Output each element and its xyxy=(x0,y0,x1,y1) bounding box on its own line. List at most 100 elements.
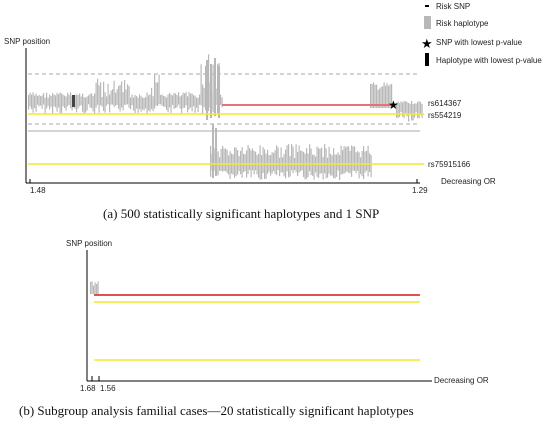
haplotype-bar xyxy=(403,101,405,119)
haplotype-bar xyxy=(94,282,96,294)
haplotype-bar xyxy=(121,81,123,108)
haplotype-bar xyxy=(420,102,422,115)
haplotype-bar xyxy=(155,82,157,106)
haplotype-bar xyxy=(130,97,132,110)
haplotype-bar xyxy=(337,152,339,171)
haplotype-bar xyxy=(364,151,366,173)
panel-b-x-tick-1: 1.68 xyxy=(80,384,96,393)
haplotype-bar xyxy=(68,94,70,105)
haplotype-bar xyxy=(291,144,293,171)
haplotype-bar xyxy=(28,94,30,110)
haplotype-bar xyxy=(70,92,72,109)
haplotype-bar xyxy=(139,94,141,109)
haplotype-bar xyxy=(212,124,214,178)
haplotype-bar xyxy=(405,101,407,113)
haplotype-bar xyxy=(421,103,423,118)
haplotype-bar xyxy=(107,83,109,105)
panel-a-x-tick-1: 1.48 xyxy=(30,186,46,195)
haplotype-bar xyxy=(271,152,273,174)
haplotype-bar xyxy=(324,144,326,174)
haplotype-bar xyxy=(220,94,222,105)
haplotype-bar xyxy=(116,89,118,105)
haplotype-bar xyxy=(322,156,324,180)
haplotype-bar xyxy=(412,103,414,121)
haplotype-bar xyxy=(292,146,294,173)
haplotype-bar xyxy=(137,97,139,113)
haplotype-bar xyxy=(298,145,300,173)
haplotype-bar xyxy=(243,153,245,173)
haplotype-bar xyxy=(92,96,94,112)
haplotype-bar xyxy=(181,95,183,114)
haplotype-bar xyxy=(328,146,330,174)
haplotype-bar xyxy=(309,144,311,172)
haplotype-bar xyxy=(244,154,246,172)
haplotype-bar xyxy=(194,95,196,113)
haplotype-bar xyxy=(280,147,282,173)
haplotype-bar xyxy=(313,154,315,180)
haplotype-bar xyxy=(53,94,55,107)
haplotype-bar xyxy=(388,85,390,108)
haplotype-bar xyxy=(32,92,34,113)
haplotype-bar xyxy=(226,149,228,174)
haplotype-bar xyxy=(346,146,348,172)
haplotype-bar xyxy=(82,93,84,112)
haplotype-bar xyxy=(140,96,142,112)
haplotype-bar xyxy=(205,65,207,111)
star-icon: ★ xyxy=(421,37,433,52)
haplotype-bar xyxy=(185,92,187,106)
haplotype-bar xyxy=(143,97,145,111)
haplotype-bar xyxy=(203,87,205,108)
haplotype-bar xyxy=(76,94,78,113)
haplotype-bar xyxy=(282,157,284,173)
panel-a-haplotypes xyxy=(28,54,423,180)
haplotype-bar xyxy=(234,147,236,178)
panel-b: SNP position 1.68 1.56 Decreasing OR (b)… xyxy=(19,239,489,418)
haplotype-bar xyxy=(110,90,112,105)
panel-a-ylabel: SNP position xyxy=(4,37,50,46)
haplotype-bar xyxy=(307,153,309,178)
haplotype-bar xyxy=(235,147,237,177)
haplotype-bar xyxy=(161,94,163,106)
panel-b-x-tick-2: 1.56 xyxy=(100,384,116,393)
haplotype-bar xyxy=(358,152,360,179)
haplotype-bar xyxy=(122,92,124,111)
haplotype-bar xyxy=(382,86,384,108)
haplotype-bar xyxy=(128,85,130,108)
haplotype-bar xyxy=(98,85,100,113)
haplotype-bar xyxy=(357,151,359,171)
haplotype-bar xyxy=(37,95,39,105)
haplotype-bar xyxy=(259,145,261,180)
haplotype-bar xyxy=(208,54,210,112)
haplotype-bar xyxy=(327,157,329,178)
panel-a-xlabel: Decreasing OR xyxy=(441,177,496,186)
haplotype-bar xyxy=(304,153,306,180)
haplotype-bar xyxy=(179,96,181,109)
haplotype-bar xyxy=(199,94,201,105)
black-bar-icon xyxy=(425,53,429,66)
haplotype-bar xyxy=(217,64,219,114)
haplotype-bar xyxy=(265,153,267,179)
haplotype-bar xyxy=(391,83,393,108)
haplotype-bar xyxy=(175,93,177,109)
haplotype-bar xyxy=(370,83,372,108)
haplotype-bar xyxy=(131,94,133,106)
haplotype-bar xyxy=(389,84,391,108)
haplotype-bar xyxy=(417,101,419,119)
haplotype-bar xyxy=(348,146,350,173)
haplotype-bar xyxy=(262,147,264,174)
haplotype-bar xyxy=(85,97,87,113)
haplotype-bar xyxy=(193,94,195,107)
haplotype-bar xyxy=(277,147,279,171)
haplotype-bar xyxy=(89,93,91,108)
haplotype-bar xyxy=(253,150,255,175)
haplotype-bar xyxy=(270,155,272,176)
haplotype-bar xyxy=(113,80,115,107)
haplotype-bar xyxy=(301,150,303,171)
haplotype-bar xyxy=(44,97,46,114)
haplotype-bar xyxy=(249,147,251,171)
panel-b-caption: (b) Subgroup analysis familial cases—20 … xyxy=(19,403,414,418)
haplotype-bar xyxy=(371,83,373,108)
haplotype-bar xyxy=(331,155,333,176)
haplotype-bar xyxy=(46,92,48,109)
